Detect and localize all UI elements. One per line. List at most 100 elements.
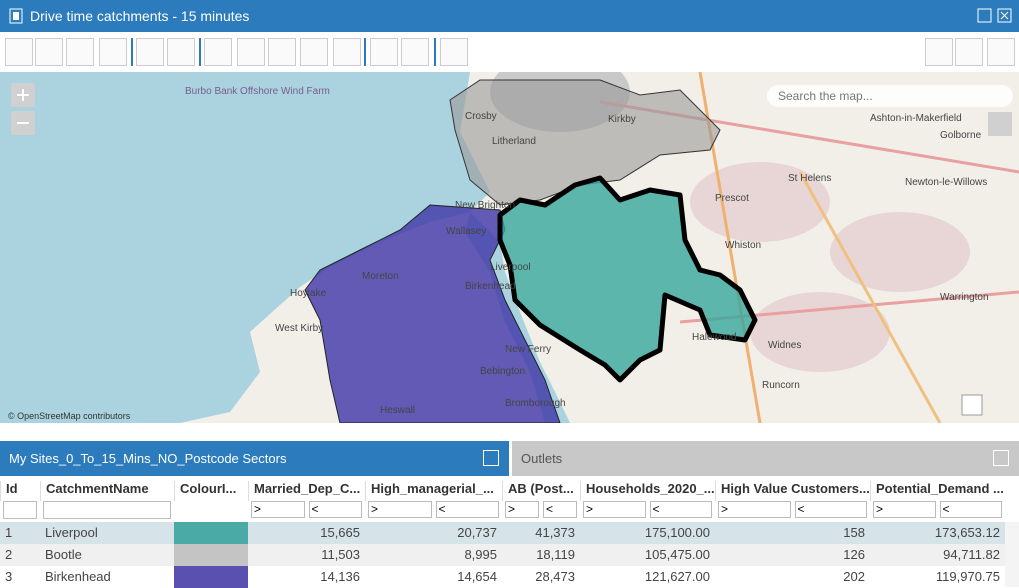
filter-input[interactable]: > <box>251 501 305 518</box>
column-header[interactable]: CatchmentName <box>40 481 174 501</box>
table-cell: 20,737 <box>457 525 497 540</box>
filter-input[interactable]: < <box>794 501 867 518</box>
tool-button[interactable] <box>268 38 296 66</box>
map-search[interactable] <box>767 85 1013 107</box>
column-header[interactable]: AB (Post... <box>502 481 580 501</box>
data-grid: Id CatchmentName ColourI... Married_Dep_C..… <box>0 477 1019 588</box>
column-header[interactable]: High Value Customers... <box>715 481 870 501</box>
tool-button[interactable] <box>204 38 232 66</box>
column-header[interactable]: Households_2020_... <box>580 481 715 501</box>
table-row[interactable] <box>0 566 1005 588</box>
table-cell: 11,503 <box>321 547 360 562</box>
colour-swatch <box>174 522 248 544</box>
table-cell: 3 <box>5 569 13 584</box>
colour-swatch <box>174 544 248 566</box>
toolbar-separator <box>199 38 201 66</box>
table-cell: 94,711.82 <box>943 547 1000 562</box>
toolbar-separator <box>434 38 436 66</box>
place-label: West Kirby <box>275 323 323 334</box>
place-label: Halewood <box>692 332 736 343</box>
tool-button[interactable] <box>99 38 127 66</box>
table-cell: 175,100.00 <box>644 525 710 540</box>
tab-close[interactable] <box>483 450 499 466</box>
column-header[interactable]: Married_Dep_C... <box>248 481 365 501</box>
table-row[interactable] <box>0 544 1005 566</box>
filter-input[interactable]: > <box>368 501 432 518</box>
tool-button[interactable] <box>237 38 265 66</box>
tool-button[interactable] <box>136 38 164 66</box>
filter-input[interactable] <box>43 501 171 519</box>
tool-button[interactable] <box>925 38 953 66</box>
tool-button[interactable] <box>370 38 398 66</box>
place-label: Litherland <box>492 136 536 147</box>
table-cell: 126 <box>843 547 865 562</box>
tool-button[interactable] <box>35 38 63 66</box>
filter-input[interactable]: < <box>649 501 712 518</box>
filter-input[interactable] <box>3 501 37 519</box>
tool-button[interactable] <box>440 38 468 66</box>
column-header[interactable]: Id <box>0 481 40 501</box>
close-map-button[interactable] <box>961 394 983 416</box>
map-attribution: © OpenStreetMap contributors <box>8 411 131 421</box>
filter-input[interactable]: > <box>583 501 646 518</box>
window-controls[interactable] <box>977 8 1013 24</box>
place-label: Bebington <box>480 366 525 377</box>
place-label: Widnes <box>768 340 801 351</box>
urban-area <box>830 212 970 292</box>
table-row[interactable] <box>0 522 1005 544</box>
table-cell: 121,627.00 <box>644 569 710 584</box>
place-label: Prescot <box>715 193 749 204</box>
tool-button[interactable] <box>333 38 361 66</box>
table-cell: 173,653.12 <box>934 525 1000 540</box>
catchment-liverpool <box>497 175 758 383</box>
filter-input[interactable]: < <box>939 501 1002 518</box>
scrollbar[interactable] <box>1005 522 1019 587</box>
filter-input[interactable]: < <box>543 501 577 518</box>
place-label: Ashton-in-Makerfield <box>870 113 962 124</box>
map[interactable]: Liverpool Wallasey Birkenhead Moreton Hoylak… <box>0 72 1019 423</box>
layers-button[interactable] <box>988 112 1012 136</box>
tab-label: My Sites_0_To_15_Mins_NO_Postcode Sector… <box>9 451 287 466</box>
place-label: St Helens <box>788 173 831 184</box>
tool-button[interactable] <box>5 38 33 66</box>
catchment-birkenhead <box>304 204 561 423</box>
tab-close[interactable] <box>993 450 1009 466</box>
column-header[interactable]: High_managerial_... <box>365 481 502 501</box>
filter-input[interactable]: < <box>435 501 499 518</box>
tool-button[interactable] <box>987 38 1015 66</box>
table-cell: 119,970.75 <box>935 569 1000 584</box>
filter-input[interactable]: > <box>505 501 539 518</box>
table-cell: 41,373 <box>535 525 575 540</box>
column-header[interactable]: Potential_Demand ... <box>870 481 1005 501</box>
place-label: Warrington <box>940 292 989 303</box>
place-label: Hoylake <box>290 288 327 299</box>
road <box>798 171 942 423</box>
tab[interactable]: My Sites_0_To_15_Mins_NO_Postcode Sector… <box>0 441 509 476</box>
place-label: New Brighton <box>455 200 515 211</box>
tool-button[interactable] <box>167 38 195 66</box>
tool-button[interactable] <box>401 38 429 66</box>
place-label: Moreton <box>362 271 399 282</box>
column-header[interactable]: ColourI... <box>174 481 248 501</box>
tool-button[interactable] <box>955 38 983 66</box>
filter-input[interactable]: > <box>718 501 791 518</box>
place-label: Burbo Bank Offshore Wind Farm <box>185 86 330 97</box>
place-label: Bromborough <box>505 398 566 409</box>
toolbar-separator <box>131 38 133 66</box>
table-cell: Birkenhead <box>45 569 111 584</box>
window-icon <box>9 8 23 24</box>
tool-button[interactable] <box>300 38 328 66</box>
table-cell: Bootle <box>45 547 82 562</box>
toolbar <box>0 32 1019 73</box>
window-title: Drive time catchments - 15 minutes <box>30 8 250 24</box>
filter-input[interactable]: > <box>873 501 936 518</box>
table-cell: 14,136 <box>320 569 360 584</box>
toolbar-separator <box>364 38 366 66</box>
table-cell: 105,475.00 <box>644 547 710 562</box>
tab[interactable]: Outlets <box>512 441 1019 476</box>
tab-bar: My Sites_0_To_15_Mins_NO_Postcode Sector… <box>0 441 1019 476</box>
tab-label: Outlets <box>521 451 563 466</box>
place-label: Golborne <box>940 130 982 141</box>
filter-input[interactable]: < <box>308 501 362 518</box>
tool-button[interactable] <box>66 38 94 66</box>
